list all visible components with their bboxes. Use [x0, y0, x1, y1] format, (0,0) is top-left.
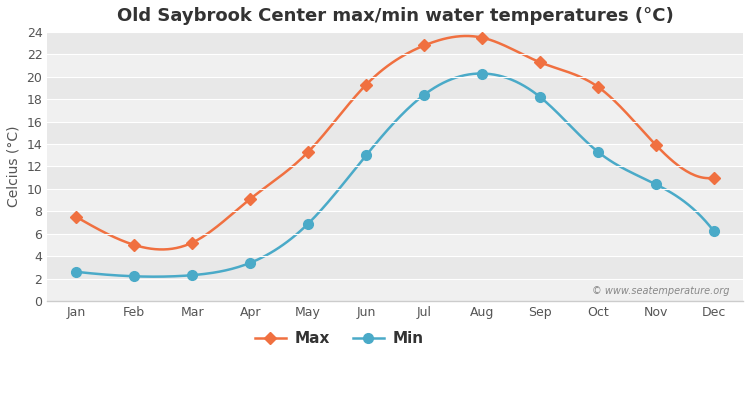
Legend: Max, Min: Max, Min — [249, 325, 430, 352]
Bar — [47, 278, 743, 301]
Bar — [47, 234, 743, 256]
Bar — [47, 189, 743, 211]
Bar — [47, 144, 743, 166]
Y-axis label: Celcius (°C): Celcius (°C) — [7, 126, 21, 207]
Title: Old Saybrook Center max/min water temperatures (°C): Old Saybrook Center max/min water temper… — [117, 7, 674, 25]
Text: © www.seatemperature.org: © www.seatemperature.org — [592, 286, 729, 296]
Bar — [47, 99, 743, 122]
Bar — [47, 54, 743, 77]
